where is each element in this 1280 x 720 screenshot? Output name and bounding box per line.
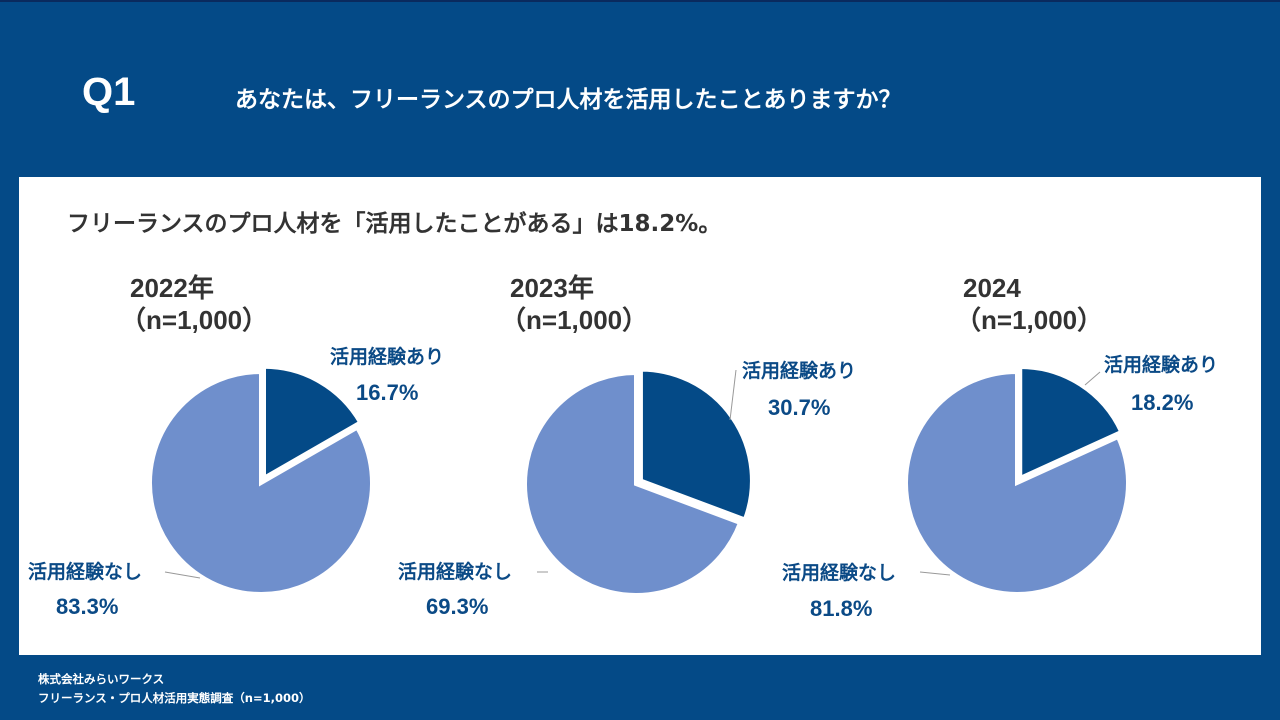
question-text: あなたは、フリーランスのプロ人材を活用したことありますか？: [235, 87, 902, 113]
headline: フリーランスのプロ人材を「活用したことがある」は18.2%。: [67, 211, 722, 237]
chart-2024-used-label: 活用経験あり: [1104, 354, 1219, 376]
chart-2023-notused-label: 活用経験なし: [398, 561, 513, 583]
pie-2023年-leader-used: [729, 369, 737, 421]
chart-2023-notused-value: 69.3%: [426, 594, 489, 619]
pie-2023年-slice-notused: [523, 370, 743, 597]
footer-company: 株式会社みらいワークス: [38, 672, 165, 686]
pie-2022年-leader-notused: [164, 571, 201, 579]
chart-2022-notused-label: 活用経験なし: [28, 561, 143, 583]
pie-2022年-slice-used: [262, 364, 363, 482]
chart-2022-used-label: 活用経験あり: [330, 346, 445, 368]
chart-2023-used-value: 30.7%: [768, 395, 831, 420]
chart-2024-used-value: 18.2%: [1131, 390, 1194, 415]
chart-2024-notused-value: 81.8%: [810, 596, 873, 621]
question-number: Q1: [82, 70, 136, 114]
chart-2023-subtitle: （n=1,000）: [500, 305, 649, 335]
chart-2022-notused-value: 83.3%: [56, 594, 119, 619]
footer-survey: フリーランス・プロ人材活用実態調査（n=1,000）: [38, 691, 311, 705]
chart-2022-used-value: 16.7%: [356, 380, 419, 405]
chart-2024-title: 2024: [963, 273, 1021, 303]
chart-2023-title: 2023年: [510, 273, 594, 303]
pie-2024-slice-used: [1018, 364, 1124, 482]
chart-2024-notused-label: 活用経験なし: [782, 562, 897, 584]
pie-2024-leader-used: [1084, 371, 1101, 386]
chart-2022-title: 2022年: [130, 273, 214, 303]
pie-2022年-slice-notused: [148, 369, 374, 596]
pie-2023年-slice-used: [638, 367, 754, 523]
pie-2024-slice-notused: [904, 369, 1130, 596]
top-border: [0, 0, 1280, 2]
chart-2024-subtitle: （n=1,000）: [955, 305, 1104, 335]
chart-2022-subtitle: （n=1,000）: [120, 305, 269, 335]
pie-2024-leader-notused: [919, 571, 951, 576]
chart-2023-used-label: 活用経験あり: [742, 360, 857, 382]
